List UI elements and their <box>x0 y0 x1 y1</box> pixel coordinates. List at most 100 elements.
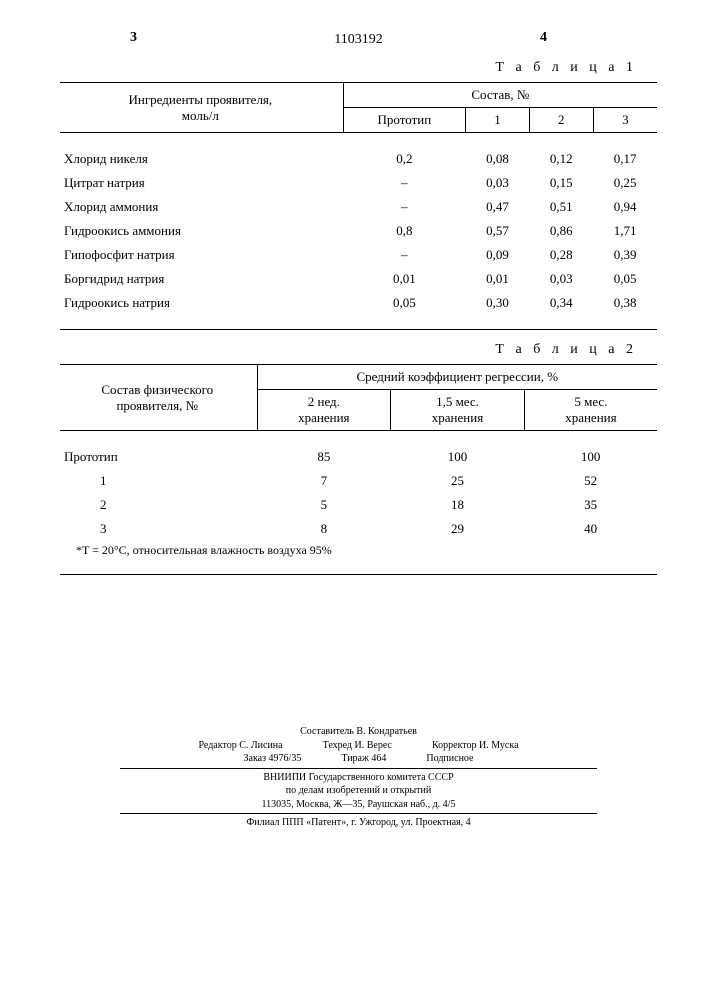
t2-r0-v0: 85 <box>257 445 391 469</box>
t2-r1-v2: 52 <box>524 469 657 493</box>
table2-rowheader-l1: Состав физического <box>101 382 213 397</box>
table2-rowheader-l2: проявителя, № <box>116 398 198 413</box>
colophon-addr: 113035, Москва, Ж—35, Раушская наб., д. … <box>60 798 657 812</box>
t2-col1-l1: 1,5 мес. <box>436 394 479 409</box>
t2-r0-v1: 100 <box>391 445 525 469</box>
t1-r1-v2: 0,15 <box>529 171 593 195</box>
table-row: Прототип 85 100 100 <box>60 445 657 469</box>
colophon-branch: Филиал ППП «Патент», г. Ужгород, ул. Про… <box>60 816 657 830</box>
colophon-rule-1 <box>120 768 597 769</box>
table-row: Боргидрид натрия 0,01 0,01 0,03 0,05 <box>60 267 657 291</box>
colophon-subscription: Подписное <box>426 752 473 766</box>
t1-r1-v0: – <box>343 171 465 195</box>
colophon-editor: Редактор С. Лисина <box>198 739 282 753</box>
t2-r2-v0: 5 <box>257 493 391 517</box>
t1-r2-v0: – <box>343 195 465 219</box>
table1: Ингредиенты проявителя, моль/л Состав, №… <box>60 82 657 330</box>
t2-col2-l2: хранения <box>565 410 616 425</box>
t2-col1-l2: хранения <box>432 410 483 425</box>
colophon-compiler: Составитель В. Кондратьев <box>60 725 657 739</box>
t1-r3-v2: 0,86 <box>529 219 593 243</box>
t1-r3-v0: 0,8 <box>343 219 465 243</box>
t1-r5-v2: 0,03 <box>529 267 593 291</box>
patent-number: 1103192 <box>60 32 657 48</box>
t2-r0-label: Прототип <box>60 445 257 469</box>
t1-r5-v0: 0,01 <box>343 267 465 291</box>
table-row: Хлорид никеля 0,2 0,08 0,12 0,17 <box>60 147 657 171</box>
table2-caption: Т а б л и ц а 2 <box>60 342 657 358</box>
t2-col2-l1: 5 мес. <box>574 394 607 409</box>
t1-r3-v1: 0,57 <box>466 219 530 243</box>
table2-footnote: *T = 20°С, относительная влажность возду… <box>60 543 657 558</box>
table-row: Цитрат натрия – 0,03 0,15 0,25 <box>60 171 657 195</box>
t1-r4-v1: 0,09 <box>466 243 530 267</box>
t1-r4-v2: 0,28 <box>529 243 593 267</box>
t2-r1-label: 1 <box>60 469 257 493</box>
t2-col0-l1: 2 нед. <box>308 394 340 409</box>
table1-colgroup-header: Состав, № <box>343 83 657 108</box>
colophon: Составитель В. Кондратьев Редактор С. Ли… <box>60 725 657 830</box>
t1-r6-label: Гидроокись натрия <box>60 291 343 315</box>
t1-r2-v1: 0,47 <box>466 195 530 219</box>
t2-r2-v2: 35 <box>524 493 657 517</box>
table-row: 3 8 29 40 <box>60 517 657 541</box>
colophon-techred: Техред И. Верес <box>323 739 392 753</box>
table-row: 2 5 18 35 <box>60 493 657 517</box>
t1-r5-label: Боргидрид натрия <box>60 267 343 291</box>
t2-r3-v2: 40 <box>524 517 657 541</box>
table1-col-3: 3 <box>593 108 657 133</box>
table1-col-2: 2 <box>529 108 593 133</box>
t1-r1-v1: 0,03 <box>466 171 530 195</box>
table2-bottom-rule <box>60 574 657 575</box>
colophon-org2: по делам изобретений и открытий <box>60 784 657 798</box>
table2: Состав физического проявителя, № Средний… <box>60 364 657 541</box>
t2-r2-label: 2 <box>60 493 257 517</box>
table-row: Гипофосфит натрия – 0,09 0,28 0,39 <box>60 243 657 267</box>
colophon-corrector: Корректор И. Муска <box>432 739 519 753</box>
t1-r0-label: Хлорид никеля <box>60 147 343 171</box>
t1-r2-label: Хлорид аммония <box>60 195 343 219</box>
colophon-org1: ВНИИПИ Государственного комитета СССР <box>60 771 657 785</box>
t1-r0-v0: 0,2 <box>343 147 465 171</box>
table-row: 1 7 25 52 <box>60 469 657 493</box>
t2-col0-l2: хранения <box>298 410 349 425</box>
t2-r3-label: 3 <box>60 517 257 541</box>
t1-r2-v2: 0,51 <box>529 195 593 219</box>
t1-r0-v1: 0,08 <box>466 147 530 171</box>
table1-col-1: 1 <box>466 108 530 133</box>
t2-r0-v2: 100 <box>524 445 657 469</box>
page-number-right: 4 <box>540 30 547 46</box>
table1-rowheader-l1: Ингредиенты проявителя, <box>128 92 272 107</box>
t1-r6-v0: 0,05 <box>343 291 465 315</box>
t1-r4-label: Гипофосфит натрия <box>60 243 343 267</box>
table1-col-0: Прототип <box>343 108 465 133</box>
t1-r0-v3: 0,17 <box>593 147 657 171</box>
t2-r1-v1: 25 <box>391 469 525 493</box>
table-row: Гидроокись аммония 0,8 0,57 0,86 1,71 <box>60 219 657 243</box>
t1-r2-v3: 0,94 <box>593 195 657 219</box>
t2-r3-v0: 8 <box>257 517 391 541</box>
t1-r4-v0: – <box>343 243 465 267</box>
table-row: Хлорид аммония – 0,47 0,51 0,94 <box>60 195 657 219</box>
t1-r0-v2: 0,12 <box>529 147 593 171</box>
t1-r1-v3: 0,25 <box>593 171 657 195</box>
t1-r3-v3: 1,71 <box>593 219 657 243</box>
t1-r4-v3: 0,39 <box>593 243 657 267</box>
table1-caption: Т а б л и ц а 1 <box>60 60 657 76</box>
page-number-left: 3 <box>130 30 137 46</box>
table1-rowheader-l2: моль/л <box>182 108 219 123</box>
colophon-rule-2 <box>120 813 597 814</box>
t1-r3-label: Гидроокись аммония <box>60 219 343 243</box>
table2-colgroup-header: Средний коэффициент регрессии, % <box>257 365 657 390</box>
t1-r5-v1: 0,01 <box>466 267 530 291</box>
t2-r3-v1: 29 <box>391 517 525 541</box>
colophon-order: Заказ 4976/35 <box>244 752 302 766</box>
colophon-tirage: Тираж 464 <box>341 752 386 766</box>
t1-r6-v1: 0,30 <box>466 291 530 315</box>
t2-r1-v0: 7 <box>257 469 391 493</box>
t1-r6-v2: 0,34 <box>529 291 593 315</box>
table-row: Гидроокись натрия 0,05 0,30 0,34 0,38 <box>60 291 657 315</box>
t1-r5-v3: 0,05 <box>593 267 657 291</box>
t2-r2-v1: 18 <box>391 493 525 517</box>
t1-r6-v3: 0,38 <box>593 291 657 315</box>
